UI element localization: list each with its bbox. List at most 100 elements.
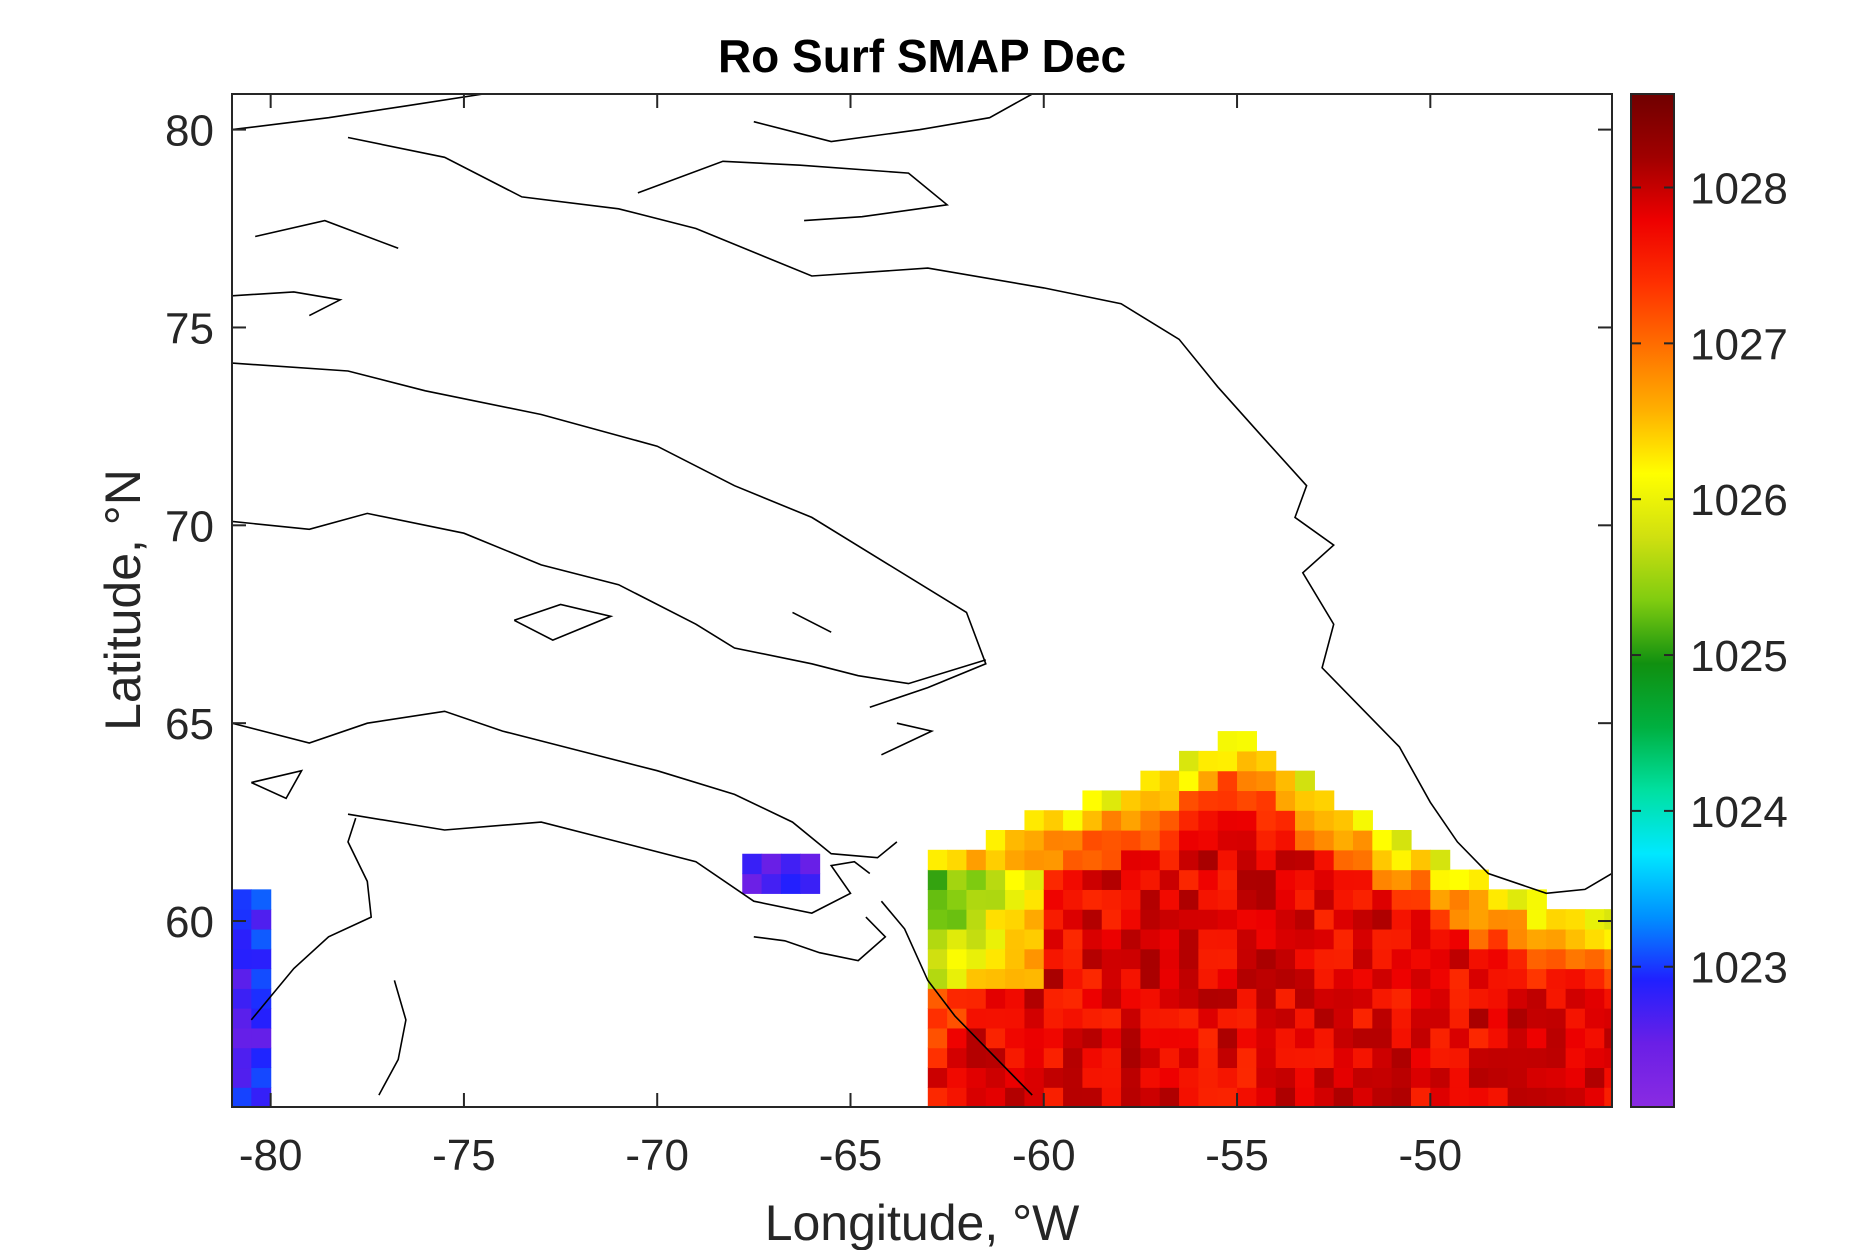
heatmap-cell	[251, 1047, 272, 1069]
heatmap-cell	[1140, 928, 1161, 950]
y-tick-label: 70	[165, 502, 214, 551]
heatmap-cell	[1198, 1008, 1219, 1029]
heatmap-cell	[1140, 790, 1161, 811]
heatmap-cell	[1159, 1047, 1180, 1069]
heatmap-cell	[1179, 770, 1199, 792]
heatmap-cell	[1043, 1087, 1064, 1107]
heatmap-cell	[1526, 889, 1547, 910]
heatmap-cell	[1604, 1047, 1612, 1069]
heatmap-cell	[1333, 928, 1354, 950]
heatmap-cell	[1043, 1047, 1064, 1069]
x-tick-label: -50	[1399, 1131, 1463, 1180]
heatmap-cell	[1410, 1047, 1431, 1069]
heatmap-cell	[1546, 1067, 1567, 1088]
heatmap-cell	[1449, 889, 1470, 910]
heatmap-cell	[1140, 968, 1161, 989]
heatmap-cell	[1314, 909, 1335, 930]
heatmap-cell	[1005, 1087, 1026, 1107]
heatmap-cell	[1063, 1047, 1084, 1069]
colorbar-ticks: 1023 1024 1025 1026 1027 1028	[1631, 165, 1788, 993]
heatmap-cell	[1604, 968, 1612, 989]
heatmap-cell	[1179, 810, 1199, 831]
heatmap-cell	[1237, 968, 1257, 989]
heatmap-cell	[1314, 889, 1335, 910]
heatmap-cell	[966, 909, 987, 930]
coastline	[347, 136, 1612, 895]
heatmap-cell	[1333, 988, 1354, 1009]
heatmap-cell	[1295, 770, 1315, 792]
coastline	[232, 94, 484, 131]
heatmap-cell	[1295, 1008, 1315, 1029]
heatmap-cell	[1005, 968, 1026, 989]
heatmap-cell	[1295, 869, 1315, 890]
heatmap-cell	[1584, 909, 1605, 930]
heatmap-cell	[251, 1087, 272, 1107]
heatmap-cell	[1121, 889, 1142, 910]
heatmap-cell	[1063, 810, 1084, 831]
heatmap-cell	[1043, 869, 1064, 890]
heatmap-cell	[1468, 968, 1489, 989]
heatmap-cell	[1468, 869, 1489, 890]
heatmap-cell	[1082, 849, 1103, 871]
heatmap-cell	[1024, 948, 1045, 970]
heatmap-cell	[1005, 869, 1026, 890]
colorbar-tick-label: 1026	[1690, 476, 1788, 525]
heatmap-cell	[1372, 968, 1393, 989]
heatmap-cell	[1314, 790, 1335, 811]
heatmap-cell	[1217, 1047, 1238, 1069]
heatmap-cell	[1159, 988, 1180, 1009]
heatmap-cell	[1410, 928, 1431, 950]
heatmap-cell	[1314, 869, 1335, 890]
heatmap-cell	[1217, 948, 1238, 970]
heatmap-cell	[1430, 889, 1451, 910]
heatmap-cell	[1237, 750, 1257, 772]
heatmap-cell	[947, 928, 968, 950]
heatmap-cell	[1468, 928, 1489, 950]
heatmap-cell	[1353, 869, 1373, 890]
heatmap-cell	[985, 909, 1006, 930]
heatmap-cell	[1275, 968, 1296, 989]
heatmap-cell	[1159, 849, 1180, 871]
heatmap-cell	[1198, 988, 1219, 1009]
heatmap-cell	[985, 1067, 1006, 1088]
heatmap-cell	[1314, 830, 1335, 851]
heatmap-cell	[1179, 750, 1199, 772]
heatmap-cell	[1159, 1067, 1180, 1088]
heatmap-cell	[1353, 909, 1373, 930]
heatmap-cell	[1237, 889, 1257, 910]
heatmap-cell	[1101, 968, 1122, 989]
heatmap-cell	[800, 873, 821, 894]
heatmap-cell	[1546, 909, 1567, 930]
heatmap-cell	[1121, 928, 1142, 950]
heatmap-cell	[947, 968, 968, 989]
heatmap-cell	[947, 1027, 968, 1049]
heatmap-cell	[1275, 1067, 1296, 1088]
heatmap-cell	[1121, 849, 1142, 871]
heatmap-cell	[1275, 1047, 1296, 1069]
heatmap-cell	[966, 1067, 987, 1088]
heatmap-cell	[1179, 948, 1199, 970]
heatmap-cell	[1295, 889, 1315, 910]
heatmap-cell	[927, 909, 948, 930]
heatmap-cell	[1101, 1008, 1122, 1029]
heatmap-cell	[232, 1067, 252, 1088]
heatmap-cell	[1043, 948, 1064, 970]
heatmap-cell	[1043, 889, 1064, 910]
heatmap-cell	[1275, 889, 1296, 910]
heatmap-cell	[1353, 810, 1373, 831]
heatmap-cell	[1430, 1008, 1451, 1029]
heatmap-cell	[1430, 1027, 1451, 1049]
heatmap-cell	[1005, 1027, 1026, 1049]
heatmap-cell	[1391, 909, 1412, 930]
y-tick-label: 60	[165, 898, 214, 947]
heatmap-cell	[1449, 968, 1470, 989]
heatmap-cell	[1565, 909, 1586, 930]
coastline	[753, 916, 887, 962]
heatmap-cell	[1121, 909, 1142, 930]
heatmap-cell	[1488, 1087, 1509, 1107]
heatmap-cell	[1353, 968, 1373, 989]
heatmap-cell	[1256, 1087, 1277, 1107]
heatmap-cell	[1217, 1008, 1238, 1029]
heatmap-cell	[251, 928, 272, 950]
coastline	[378, 980, 407, 1096]
